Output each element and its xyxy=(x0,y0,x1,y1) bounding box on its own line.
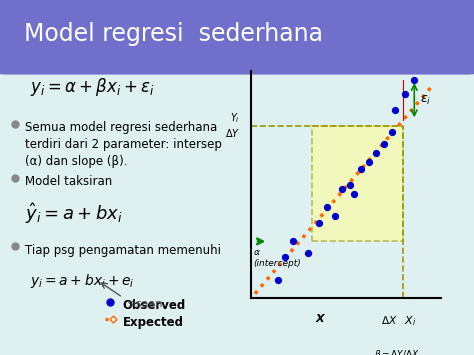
Point xyxy=(410,77,418,83)
Point xyxy=(392,107,399,113)
Text: Observed: Observed xyxy=(123,299,186,312)
Point xyxy=(323,204,331,210)
Point xyxy=(289,239,297,244)
Text: $\beta = \Delta Y/\Delta X$
(slope): $\beta = \Delta Y/\Delta X$ (slope) xyxy=(374,348,420,355)
Point xyxy=(338,186,346,192)
Point xyxy=(331,214,338,219)
Point xyxy=(282,255,289,260)
Point xyxy=(316,220,323,226)
Point xyxy=(365,159,373,165)
Point xyxy=(380,141,388,147)
Point xyxy=(388,130,395,135)
Text: Expected: Expected xyxy=(123,316,184,329)
Text: Tiap psg pengamatan memenuhi: Tiap psg pengamatan memenuhi xyxy=(25,244,221,257)
Text: Semua model regresi sederhana: Semua model regresi sederhana xyxy=(25,121,217,135)
Text: Model taksiran: Model taksiran xyxy=(25,175,112,189)
Point xyxy=(346,182,354,187)
Text: $Y_i$
$\Delta Y$: $Y_i$ $\Delta Y$ xyxy=(225,111,240,140)
Text: Model regresi  sederhana: Model regresi sederhana xyxy=(24,22,323,46)
Point xyxy=(274,277,282,283)
Text: terdiri dari 2 parameter: intersep: terdiri dari 2 parameter: intersep xyxy=(25,138,222,152)
Point xyxy=(350,191,357,197)
Text: $\varepsilon_i$: $\varepsilon_i$ xyxy=(420,94,431,107)
Text: $\Delta X$: $\Delta X$ xyxy=(382,314,398,326)
Bar xyxy=(312,126,403,241)
Text: $X_i$: $X_i$ xyxy=(404,314,417,328)
Text: $\alpha$
(intercept): $\alpha$ (intercept) xyxy=(253,248,301,268)
Point xyxy=(357,166,365,171)
FancyBboxPatch shape xyxy=(0,0,474,75)
Text: X: X xyxy=(315,314,324,324)
Point xyxy=(304,250,312,256)
Text: $y_i = \alpha + \beta x_i + \varepsilon_i$: $y_i = \alpha + \beta x_i + \varepsilon_… xyxy=(30,76,155,98)
Point xyxy=(373,150,380,155)
Text: $\hat{y}_i = a + bx_i$: $\hat{y}_i = a + bx_i$ xyxy=(25,201,123,226)
Text: (α) dan slope (β).: (α) dan slope (β). xyxy=(25,155,128,169)
Text: $y_i = a + bx_i + e_i$: $y_i = a + bx_i + e_i$ xyxy=(30,272,135,290)
Point xyxy=(401,91,409,97)
Text: sisaan: sisaan xyxy=(128,299,164,309)
